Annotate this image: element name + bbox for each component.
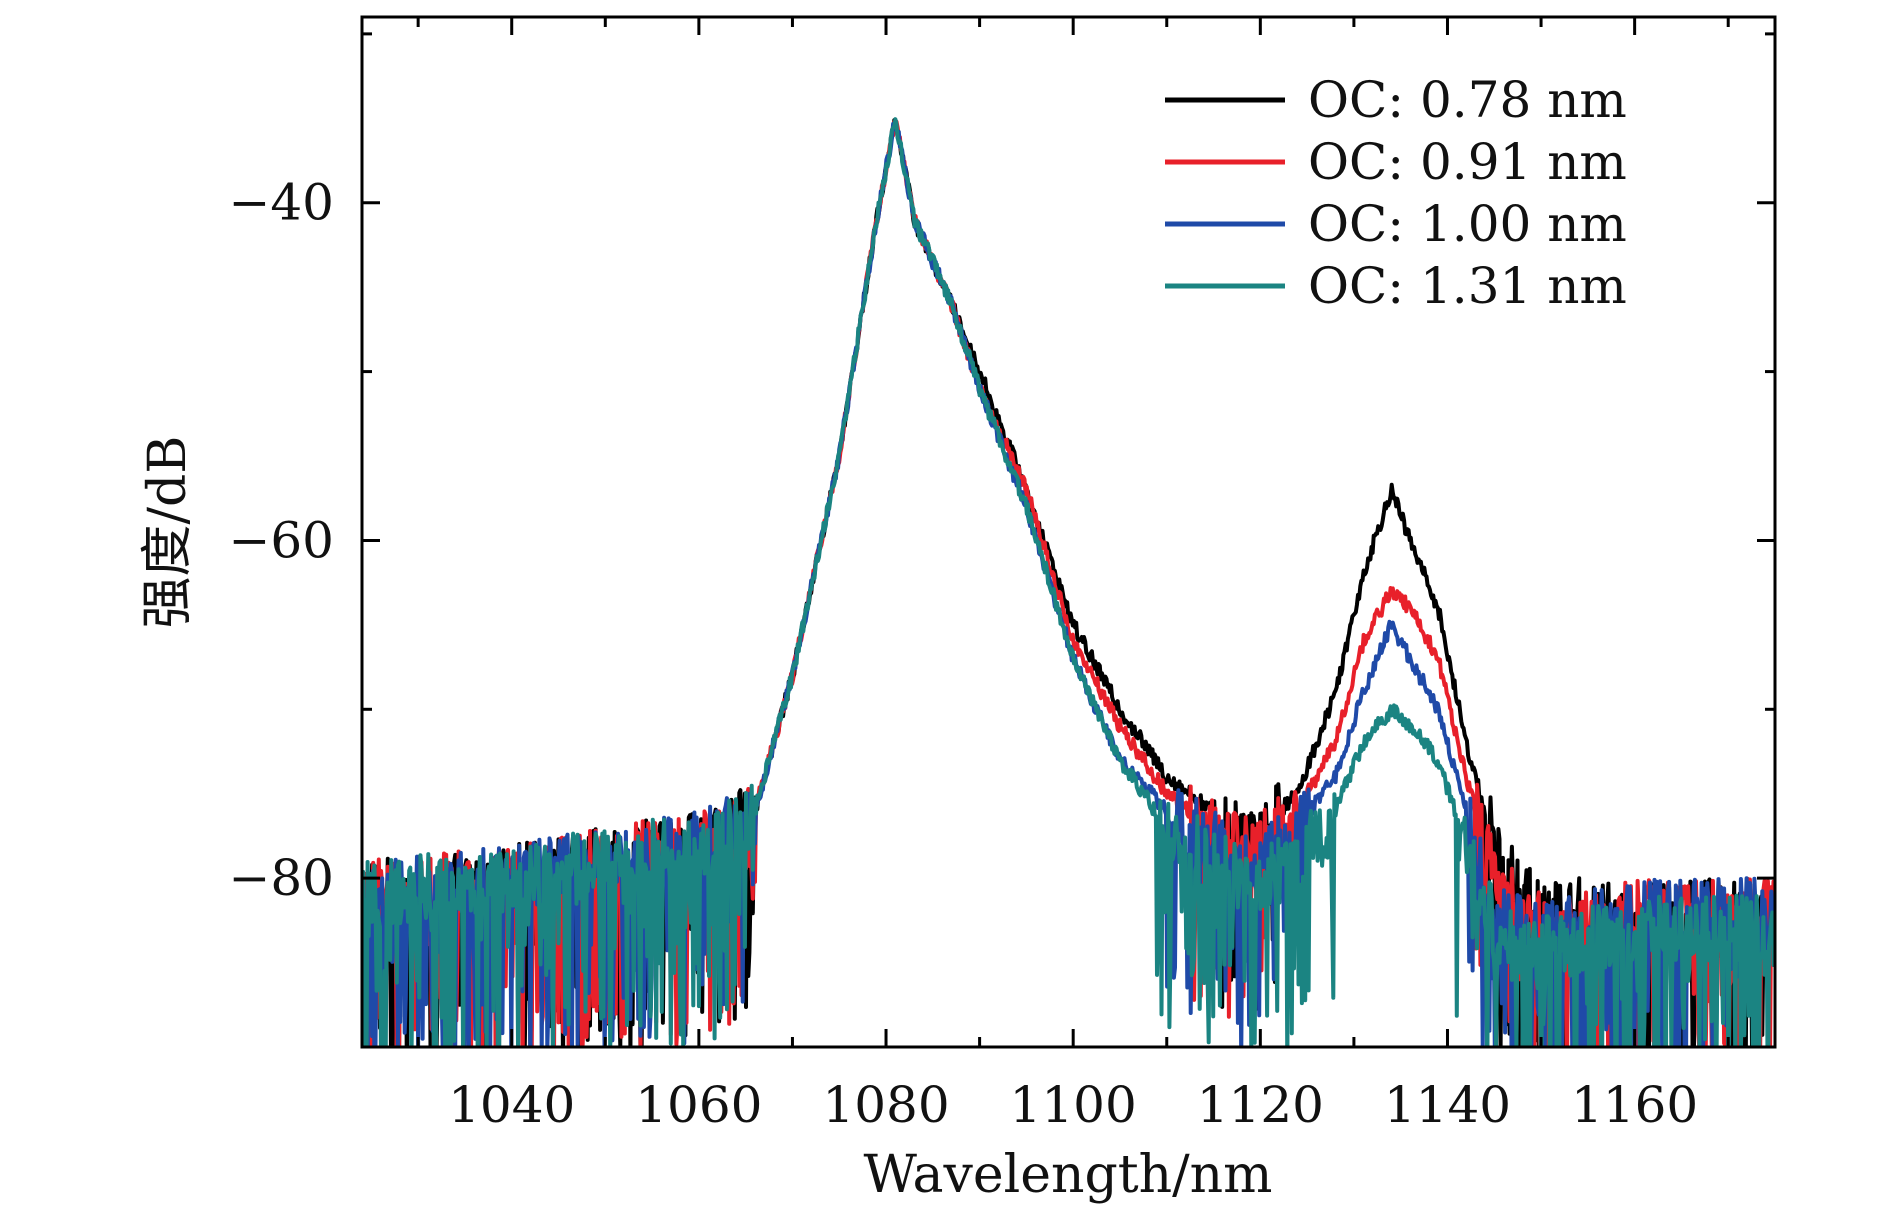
x-tick-label: 1120 [1197, 1076, 1324, 1134]
x-tick-label: 1100 [1010, 1076, 1137, 1134]
x-axis-title: Wavelength/nm [864, 1145, 1273, 1205]
y-tick-label: −60 [228, 511, 334, 569]
series-line-4 [362, 117, 1775, 1047]
x-tick-label: 1060 [635, 1076, 762, 1134]
plot-frame [360, 15, 1777, 1049]
legend-label-1: OC: 0.78 nm [1308, 71, 1627, 129]
y-tick-label: −40 [228, 174, 334, 232]
legend-label-2: OC: 0.91 nm [1308, 133, 1627, 191]
tick-layer: 1040 1060 1080 1100 1120 1140 1160 −40 −60 −80 [228, 17, 1775, 1134]
series-layer [362, 117, 1775, 1047]
x-tick-label: 1140 [1384, 1076, 1511, 1134]
x-tick-label: 1040 [448, 1076, 575, 1134]
y-axis-title: 强度/dB [138, 435, 198, 628]
x-tick-label: 1160 [1571, 1076, 1698, 1134]
legend-label-3: OC: 1.00 nm [1308, 195, 1627, 253]
legend-label-4: OC: 1.31 nm [1308, 257, 1627, 315]
y-tick-label: −80 [228, 849, 334, 907]
x-tick-label: 1080 [822, 1076, 949, 1134]
